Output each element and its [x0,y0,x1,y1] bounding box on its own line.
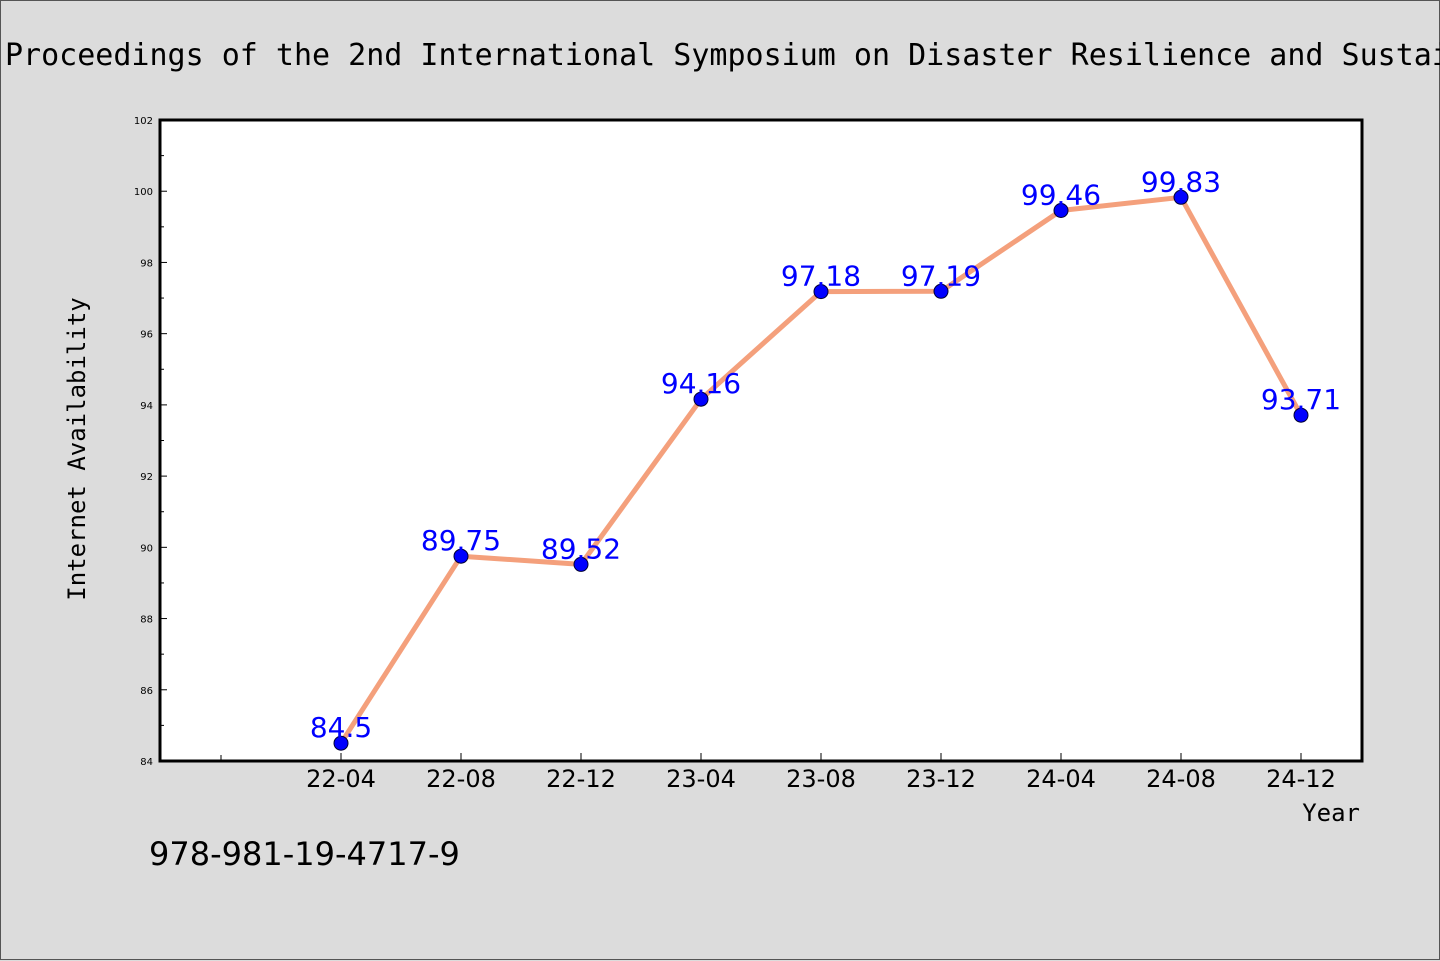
x-tick-label: 22-08 [426,765,496,793]
x-tick-label: 24-08 [1146,765,1216,793]
x-tick-label: 24-12 [1266,765,1336,793]
isbn-footer: 978-981-19-4717-9 [149,835,460,873]
y-tick-label: 92 [140,472,153,483]
data-label: 94.16 [661,367,741,400]
y-tick-label: 98 [140,258,153,269]
data-point [333,735,349,751]
data-label: 93.71 [1261,383,1341,416]
x-tick-label: 23-08 [786,765,856,793]
data-point [1053,203,1069,218]
data-point [933,283,949,299]
y-tick-label: 102 [134,116,153,127]
y-tick-label: 100 [134,187,153,198]
data-label: 99.46 [1021,179,1101,212]
y-tick-label: 88 [140,615,153,626]
data-label: 84.5 [310,711,372,744]
data-point [1293,407,1309,423]
data-label: 97.19 [901,259,981,292]
data-point [1173,189,1189,205]
plot-area [158,118,1364,763]
data-point [813,284,829,300]
y-axis: 84 86 88 90 92 94 96 98 100 102 [134,116,167,768]
data-markers [333,189,1309,751]
data-label: 97.18 [781,260,861,293]
y-tick-label: 94 [140,401,153,412]
x-tick-label: 23-12 [906,765,976,793]
x-tick-label: 23-04 [666,765,736,793]
x-axis: 22-04 22-08 22-12 23-04 23-08 23-12 24-04 24-08… [220,753,1336,793]
x-tick-label: 22-04 [306,765,376,793]
data-label: 89.75 [421,524,501,557]
data-point [573,556,589,572]
data-point [453,548,469,564]
data-labels: 84.5 89.75 89.52 94.16 97.18 97.19 99.46 99.83 9… [310,165,1341,744]
x-tick-label: 24-04 [1026,765,1096,793]
data-label: 99.83 [1141,165,1221,198]
y-tick-label: 86 [140,686,153,697]
y-tick-label: 90 [140,543,153,554]
data-label: 89.52 [541,532,621,565]
chart-title: Proceedings of the 2nd International Sym… [5,38,1440,73]
y-tick-label: 96 [140,330,153,341]
data-point [693,391,709,407]
x-tick-label: 22-12 [546,765,616,793]
y-tick-label: 84 [140,757,153,768]
x-axis-label: Year [1302,799,1360,827]
y-axis-label: Internet Availability [63,297,91,600]
